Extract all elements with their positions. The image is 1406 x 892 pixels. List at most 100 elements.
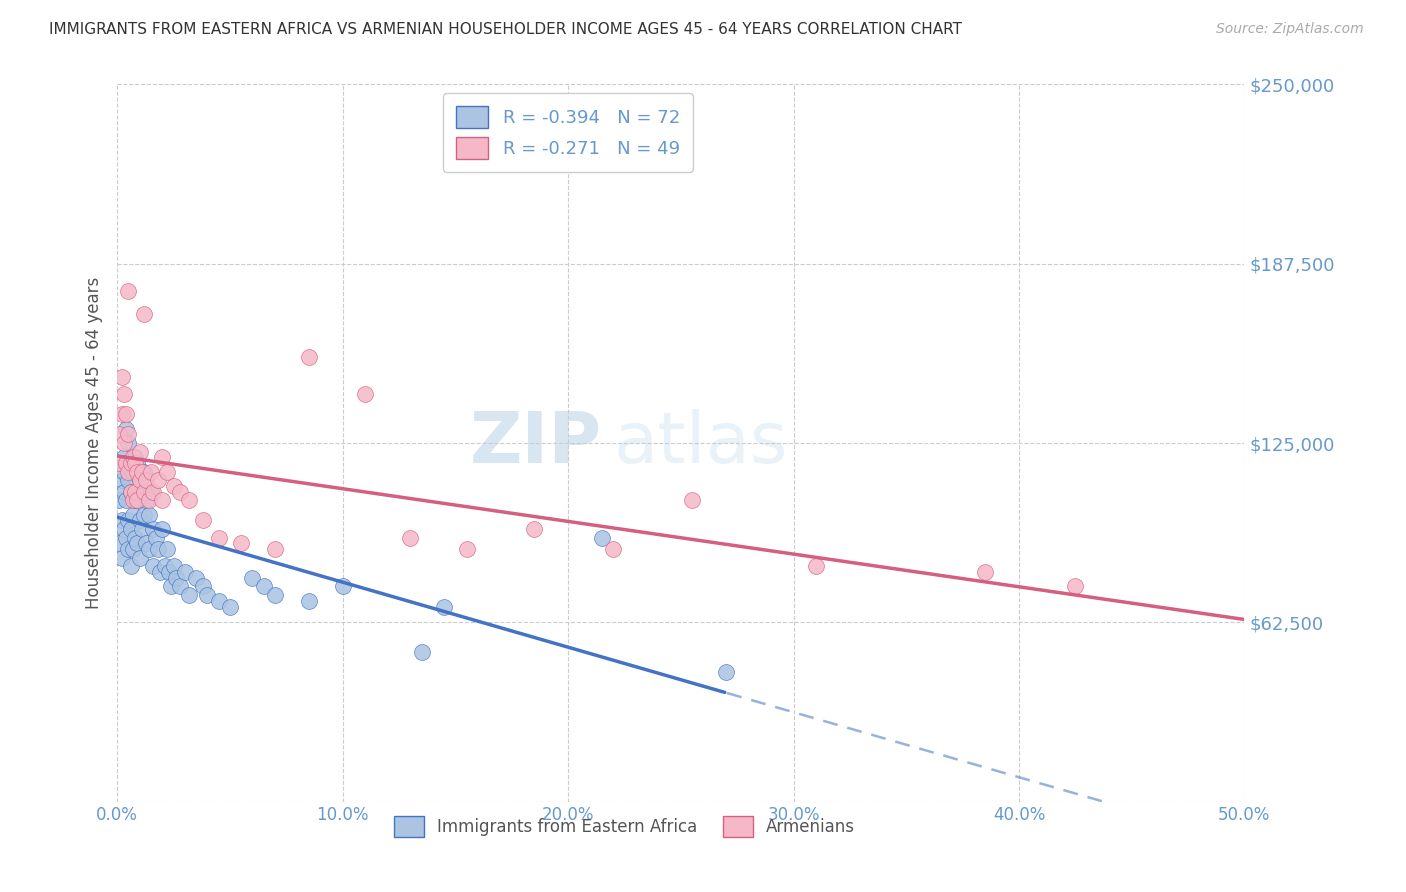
Text: IMMIGRANTS FROM EASTERN AFRICA VS ARMENIAN HOUSEHOLDER INCOME AGES 45 - 64 YEARS: IMMIGRANTS FROM EASTERN AFRICA VS ARMENI… <box>49 22 962 37</box>
Point <box>149 565 172 579</box>
Point <box>433 599 456 614</box>
Point <box>117 513 139 527</box>
Point <box>156 465 179 479</box>
Point <box>112 522 135 536</box>
Point <box>128 444 150 458</box>
Point <box>127 456 149 470</box>
Point <box>804 559 827 574</box>
Point <box>602 542 624 557</box>
Text: ZIP: ZIP <box>470 409 602 477</box>
Point <box>264 588 287 602</box>
Point <box>162 559 184 574</box>
Point <box>111 513 134 527</box>
Point <box>974 565 997 579</box>
Point <box>108 493 131 508</box>
Point <box>117 542 139 557</box>
Point <box>145 531 167 545</box>
Point <box>108 536 131 550</box>
Point <box>179 493 201 508</box>
Point <box>173 565 195 579</box>
Point <box>128 550 150 565</box>
Point <box>1064 579 1087 593</box>
Point <box>120 522 142 536</box>
Point <box>111 473 134 487</box>
Point <box>124 484 146 499</box>
Point <box>111 550 134 565</box>
Point <box>165 571 187 585</box>
Point <box>591 531 613 545</box>
Point <box>142 559 165 574</box>
Point <box>332 579 354 593</box>
Point <box>127 465 149 479</box>
Point <box>127 536 149 550</box>
Point <box>128 473 150 487</box>
Point <box>120 456 142 470</box>
Point <box>124 456 146 470</box>
Point <box>138 508 160 522</box>
Point <box>108 427 131 442</box>
Point <box>298 350 321 364</box>
Point <box>208 531 231 545</box>
Point <box>253 579 276 593</box>
Point <box>169 579 191 593</box>
Point <box>115 531 138 545</box>
Point <box>208 594 231 608</box>
Text: Source: ZipAtlas.com: Source: ZipAtlas.com <box>1216 22 1364 37</box>
Point <box>142 484 165 499</box>
Point <box>156 542 179 557</box>
Point <box>112 436 135 450</box>
Point <box>523 522 546 536</box>
Point <box>117 465 139 479</box>
Point <box>120 559 142 574</box>
Point <box>112 484 135 499</box>
Point <box>115 422 138 436</box>
Point <box>242 571 264 585</box>
Point <box>135 493 157 508</box>
Point <box>135 473 157 487</box>
Point <box>681 493 703 508</box>
Point <box>139 465 162 479</box>
Point <box>111 456 134 470</box>
Point <box>111 407 134 421</box>
Point <box>117 473 139 487</box>
Point <box>124 531 146 545</box>
Point <box>264 542 287 557</box>
Point <box>456 542 478 557</box>
Legend: Immigrants from Eastern Africa, Armenians: Immigrants from Eastern Africa, Armenian… <box>387 810 862 844</box>
Point <box>115 493 138 508</box>
Point <box>195 588 218 602</box>
Point <box>115 456 138 470</box>
Point <box>160 579 183 593</box>
Point <box>112 465 135 479</box>
Point <box>162 479 184 493</box>
Point <box>134 465 156 479</box>
Point <box>219 599 242 614</box>
Point <box>150 522 173 536</box>
Point <box>122 465 145 479</box>
Point <box>120 456 142 470</box>
Point <box>179 588 201 602</box>
Point <box>150 493 173 508</box>
Point <box>191 513 214 527</box>
Point <box>112 450 135 465</box>
Point <box>142 522 165 536</box>
Point <box>131 484 153 499</box>
Point <box>122 508 145 522</box>
Point <box>184 571 207 585</box>
Point <box>134 307 156 321</box>
Point <box>127 493 149 508</box>
Point <box>399 531 422 545</box>
Point <box>135 536 157 550</box>
Point <box>112 387 135 401</box>
Point <box>128 473 150 487</box>
Point <box>117 284 139 298</box>
Point <box>127 493 149 508</box>
Point <box>111 370 134 384</box>
Point <box>124 450 146 465</box>
Point <box>108 456 131 470</box>
Point <box>138 493 160 508</box>
Y-axis label: Householder Income Ages 45 - 64 years: Householder Income Ages 45 - 64 years <box>86 277 103 609</box>
Point <box>191 579 214 593</box>
Point <box>117 427 139 442</box>
Point <box>122 450 145 465</box>
